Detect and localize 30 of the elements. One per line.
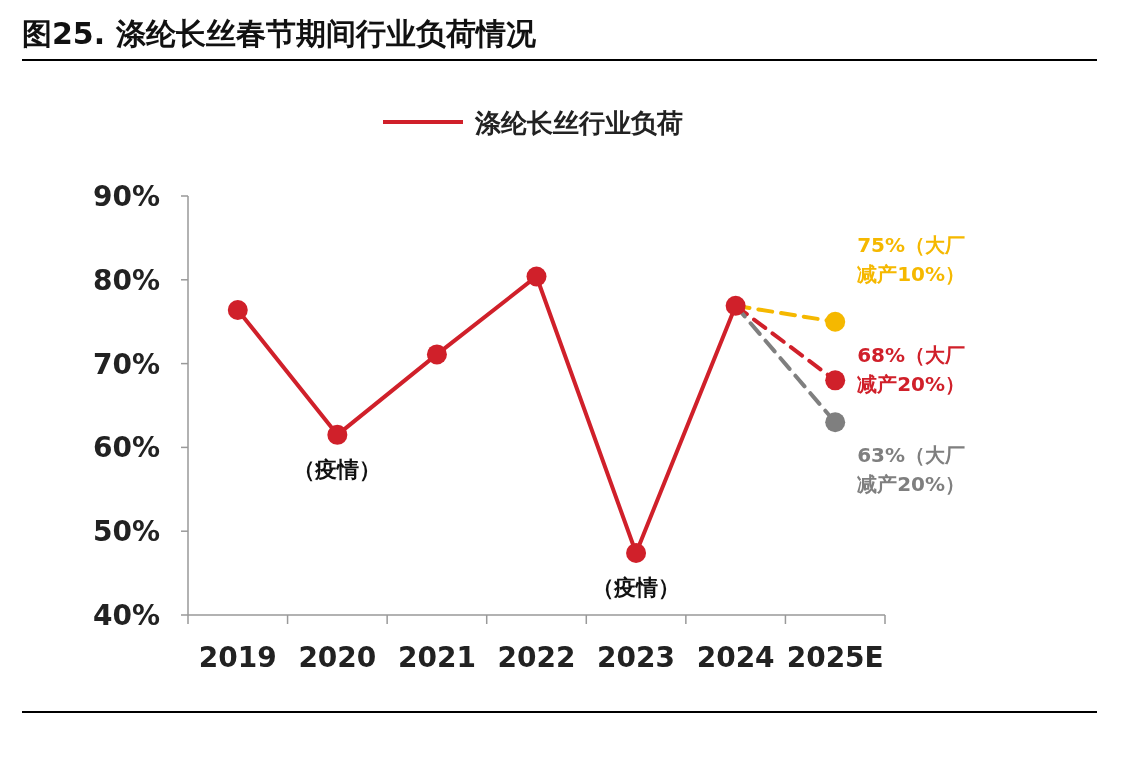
y-tick-label: 40% bbox=[92, 599, 160, 632]
legend: 涤纶长丝行业负荷 bbox=[383, 108, 683, 138]
point bbox=[526, 266, 547, 287]
x-tick-label: 2019 bbox=[198, 641, 277, 674]
annotation: （疫情） bbox=[592, 574, 681, 600]
annotation: （疫情） bbox=[293, 456, 382, 482]
point bbox=[327, 424, 348, 445]
x-tick-label: 2021 bbox=[397, 641, 476, 674]
point bbox=[227, 299, 248, 320]
chart-title: 图25. 涤纶长丝春节期间行业负荷情况 bbox=[22, 16, 537, 51]
point bbox=[825, 412, 846, 433]
y-tick-label: 50% bbox=[92, 515, 160, 549]
data-label: 68%（大厂减产20%） bbox=[857, 343, 966, 397]
data-label: 75%（大厂减产10%） bbox=[857, 232, 966, 286]
point bbox=[825, 370, 846, 391]
legend-label: 涤纶长丝行业负荷 bbox=[474, 108, 683, 138]
point bbox=[725, 295, 746, 316]
y-tick-label: 90% bbox=[92, 180, 160, 213]
point bbox=[825, 311, 846, 332]
point bbox=[626, 542, 647, 563]
data-label: 63%（大厂减产20%） bbox=[857, 443, 966, 497]
x-tick-label: 2022 bbox=[497, 641, 576, 674]
y-tick-label: 80% bbox=[92, 263, 160, 297]
y-tick-label: 60% bbox=[92, 431, 160, 465]
x-tick-label: 2020 bbox=[298, 641, 377, 674]
x-tick-label: 2025E bbox=[786, 641, 884, 674]
y-tick-label: 70% bbox=[92, 347, 160, 381]
point bbox=[426, 344, 447, 365]
x-tick-label: 2024 bbox=[696, 641, 775, 674]
x-tick-label: 2023 bbox=[597, 641, 676, 674]
